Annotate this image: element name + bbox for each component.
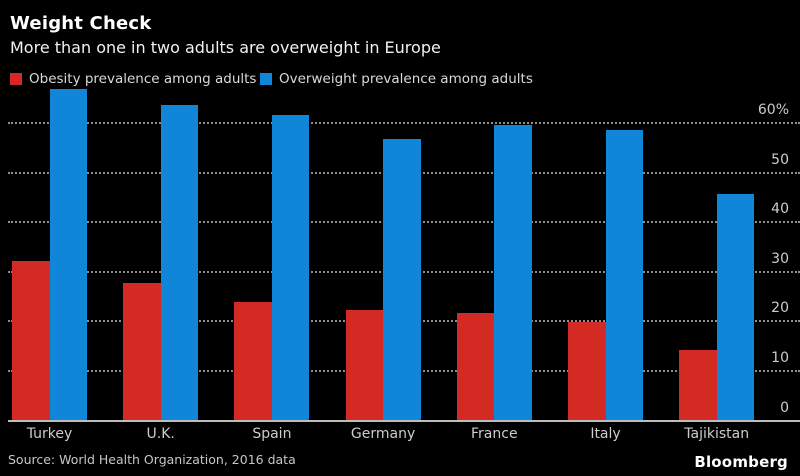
bar-obesity-italy — [568, 321, 606, 421]
x-axis-baseline — [8, 419, 800, 422]
bar-overweight-italy — [605, 130, 643, 421]
y-tick-label-60: 60% — [757, 102, 789, 118]
x-axis-label-turkey: Turkey — [26, 426, 73, 442]
source-note: Source: World Health Organization, 2016 … — [8, 452, 296, 467]
bar-overweight-france — [494, 125, 532, 421]
bar-obesity-spain — [234, 302, 272, 421]
bar-overweight-tajikistan — [716, 193, 755, 421]
bar-obesity-germany — [345, 309, 384, 421]
chart-subtitle: More than one in two adults are overweig… — [10, 38, 441, 57]
x-axis-label-germany: Germany — [350, 426, 416, 442]
y-tick-label-20: 20 — [771, 300, 789, 317]
x-axis-label-uk: U.K. — [146, 426, 175, 442]
page-title: Weight Check — [10, 13, 152, 34]
x-axis-label-tajikistan: Tajikistan — [684, 426, 750, 442]
gridline-60 — [8, 122, 800, 124]
x-axis-label-france: France — [471, 426, 518, 442]
legend-label-overweight: Overweight prevalence among adults — [279, 71, 533, 87]
legend-item-obesity: Obesity prevalence among adults — [10, 71, 256, 87]
bar-overweight-spain — [271, 115, 310, 421]
y-tick-label-50: 50 — [771, 151, 789, 168]
x-axis-label-spain: Spain — [252, 426, 292, 442]
y-tick-label-10: 10 — [771, 349, 789, 366]
y-tick-label-0: 0 — [780, 399, 789, 416]
bloomberg-logo: Bloomberg — [694, 453, 788, 471]
legend-label-obesity: Obesity prevalence among adults — [29, 71, 257, 87]
bar-obesity-tajikistan — [679, 350, 717, 421]
x-axis-label-italy: Italy — [590, 426, 621, 442]
legend-item-overweight: Overweight prevalence among adults — [260, 71, 533, 87]
y-tick-label-40: 40 — [771, 201, 789, 218]
bar-obesity-france — [456, 313, 495, 421]
overweight-legend-swatch-icon — [260, 73, 272, 85]
bar-overweight-uk — [160, 104, 199, 421]
bar-overweight-turkey — [49, 89, 87, 421]
bar-obesity-turkey — [12, 261, 50, 421]
y-tick-label-30: 30 — [771, 250, 789, 267]
bar-overweight-germany — [383, 138, 421, 421]
bar-obesity-uk — [123, 282, 161, 421]
obesity-legend-swatch-icon — [10, 73, 22, 85]
